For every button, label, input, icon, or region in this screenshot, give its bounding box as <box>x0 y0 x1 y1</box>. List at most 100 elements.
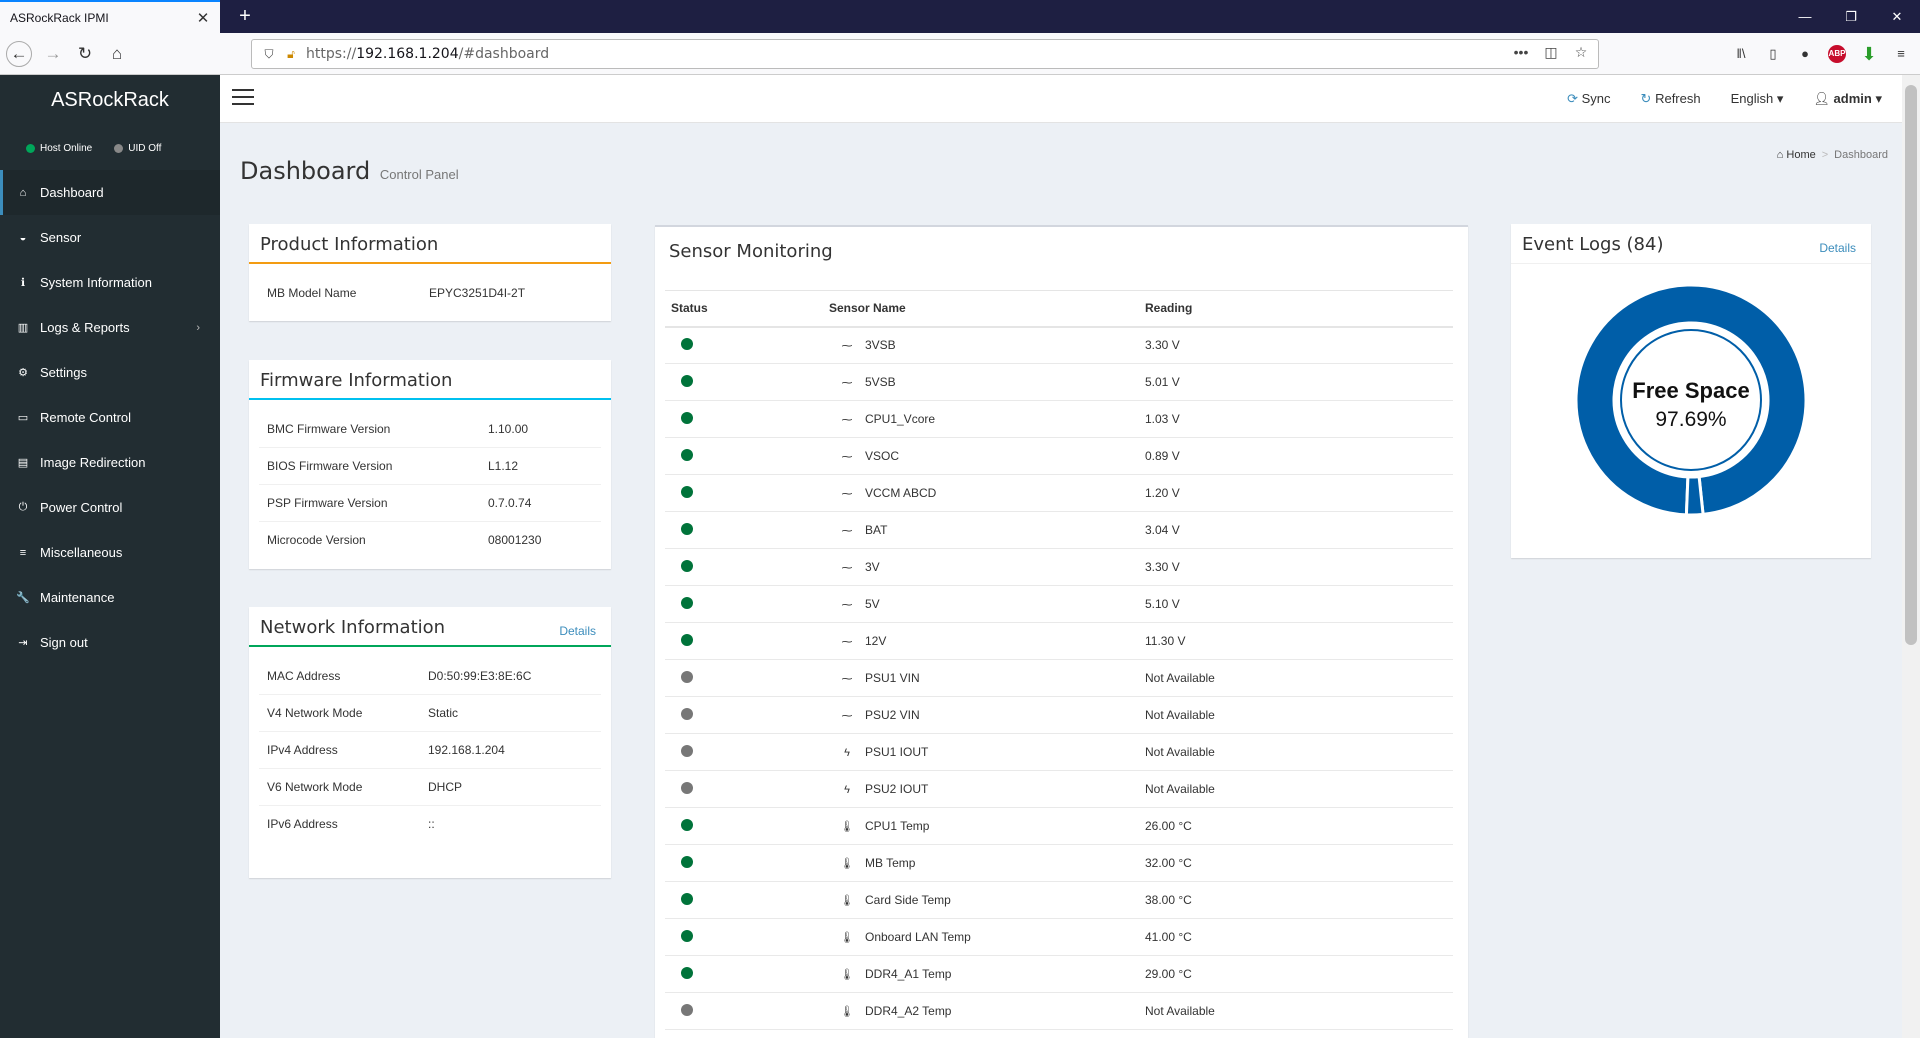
used-space-slice <box>1684 474 1705 517</box>
voltage-icon: ⁓ <box>841 673 853 685</box>
adblock-icon[interactable]: ABP <box>1828 45 1846 63</box>
thermometer-icon: 🌡︎ <box>840 858 854 870</box>
new-tab-icon[interactable]: + <box>239 5 251 27</box>
product-info-title: Product Information <box>260 234 439 255</box>
product-info-header: Product Information <box>249 224 611 264</box>
sensor-reading: Not Available <box>1139 770 1453 808</box>
sidebar-item-label: Maintenance <box>40 590 115 605</box>
network-info-box: Network Information Details MAC Address D… <box>249 607 611 878</box>
sensor-row[interactable]: ⁓ PSU1 VIN Not Available <box>665 659 1453 697</box>
sensor-status-cell <box>665 844 823 882</box>
bookmark-star-icon[interactable]: ☆ <box>1574 44 1588 60</box>
sidebar-item-power-control[interactable]: ⏻ Power Control <box>0 485 220 530</box>
close-tab-icon[interactable]: ✕ <box>196 9 210 27</box>
library-icon[interactable]: ‖\ <box>1736 46 1746 61</box>
free-space-slice <box>1574 283 1808 517</box>
page-actions-icon[interactable]: ••• <box>1513 44 1529 60</box>
power-icon: ⏻ <box>18 501 28 513</box>
pocket-icon[interactable]: ◫ <box>1544 44 1558 60</box>
sync-button[interactable]: ⟳ Sync <box>1567 91 1610 107</box>
status-dot-icon <box>681 818 693 831</box>
sensor-row[interactable]: ϟ PSU1 IOUT Not Available <box>665 733 1453 771</box>
browser-menu-icon[interactable]: ≡ <box>1897 46 1905 61</box>
voltage-icon: ⁓ <box>841 377 853 389</box>
sensor-status-cell <box>665 918 823 956</box>
sensor-row[interactable]: 🌡︎ CPU1 Temp 26.00 °C <box>665 807 1453 845</box>
sensor-name: 3VSB <box>865 338 896 353</box>
sensor-row[interactable]: ⁓ VSOC 0.89 V <box>665 437 1453 475</box>
sensor-row[interactable]: 🌡︎ DDR4_A1 Temp 29.00 °C <box>665 955 1453 993</box>
reload-icon[interactable]: ↻ <box>77 44 93 63</box>
sidebar-item-sign-out[interactable]: ⇥ Sign out <box>0 620 220 665</box>
sensor-name-cell: ⁓ VSOC <box>823 437 1139 475</box>
status-dot-icon <box>681 485 693 498</box>
sidebar-item-remote-control[interactable]: ▭ Remote Control <box>0 395 220 440</box>
sidebar-item-label: Sensor <box>40 230 82 245</box>
sidebar-item-settings[interactable]: ⚙ Settings <box>0 350 220 395</box>
account-icon[interactable]: ● <box>1801 46 1809 61</box>
refresh-icon: ↻ <box>1640 91 1652 106</box>
sensor-row[interactable]: ⁓ 3VSB 3.30 V <box>665 326 1453 364</box>
forward-icon[interactable]: → <box>44 44 62 63</box>
insecure-lock-icon[interactable]: 🔓︎ <box>287 46 295 61</box>
voltage-icon: ⁓ <box>841 525 853 537</box>
shield-icon[interactable]: ⛉ <box>264 46 274 61</box>
status-dot-icon <box>681 559 693 572</box>
sensor-row[interactable]: ⁓ BAT 3.04 V <box>665 511 1453 549</box>
sidebar-item-maintenance[interactable]: 🔧 Maintenance <box>0 575 220 620</box>
sensor-status-cell <box>665 585 823 623</box>
sensor-row[interactable]: ⁓ PSU2 VIN Not Available <box>665 696 1453 734</box>
hamburger-menu-icon[interactable] <box>232 89 254 107</box>
sidebar-item-image-redirection[interactable]: ▤ Image Redirection <box>0 440 220 485</box>
free-space-gauge: Free Space 97.69% <box>1574 283 1808 517</box>
sensor-row[interactable]: 🌡︎ DDR4_A2 Temp Not Available <box>665 992 1453 1030</box>
sensor-row[interactable]: 🌡︎ MB Temp 32.00 °C <box>665 844 1453 882</box>
restore-icon[interactable]: ❐ <box>1845 9 1857 24</box>
language-dropdown[interactable]: English ▾ <box>1731 91 1784 107</box>
breadcrumb-home-link[interactable]: ⌂ Home <box>1776 149 1816 161</box>
status-dot-icon <box>681 374 693 387</box>
sensor-row[interactable]: 🌡︎ Card Side Temp 38.00 °C <box>665 881 1453 919</box>
sidebar-item-miscellaneous[interactable]: ≡ Miscellaneous <box>0 530 220 575</box>
sidebar-item-dashboard[interactable]: ⌂ Dashboard <box>0 170 220 215</box>
sensor-row[interactable]: ⁓ 5VSB 5.01 V <box>665 363 1453 401</box>
brand-logo[interactable]: ASRockRack <box>51 89 169 111</box>
home-icon: ⌂ <box>19 186 27 199</box>
sensor-name-cell: 🌡︎ DDR4_A1 Temp <box>823 955 1139 993</box>
sensor-row[interactable]: ⁓ 3V 3.30 V <box>665 548 1453 586</box>
sensor-row[interactable]: 🌡︎ Onboard LAN Temp 41.00 °C <box>665 918 1453 956</box>
address-bar[interactable]: ⛉ 🔓︎ https://192.168.1.204/#dashboard ••… <box>251 39 1599 69</box>
wrench-icon: 🔧 <box>16 592 30 604</box>
sensor-row[interactable]: ⁓ 12V 11.30 V <box>665 622 1453 660</box>
caret-down-icon: ▾ <box>1776 91 1784 106</box>
download-icon[interactable]: ⬇ <box>1861 44 1877 64</box>
network-info-row: V6 Network Mode DHCP <box>259 768 601 805</box>
sensor-row[interactable]: ϟ PSU2 IOUT Not Available <box>665 770 1453 808</box>
browser-tab[interactable]: ASRockRack IPMI ✕ <box>0 0 220 33</box>
sensor-name: PSU1 VIN <box>865 671 920 685</box>
user-dropdown[interactable]: 👤︎ admin ▾ <box>1813 91 1882 107</box>
sensor-name: Card Side Temp <box>865 893 951 907</box>
sensor-row[interactable]: ⁓ VCCM ABCD 1.20 V <box>665 474 1453 512</box>
gauge-inner-ring <box>1620 329 1762 471</box>
sidebar-item-logs-reports[interactable]: ▥ Logs & Reports › <box>0 305 220 350</box>
hdd-icon: ▤ <box>17 457 29 469</box>
sidebar-toggle-icon[interactable]: ▯ <box>1769 46 1777 61</box>
close-window-icon[interactable]: ✕ <box>1891 9 1903 24</box>
home-browser-icon[interactable]: ⌂ <box>111 44 123 63</box>
refresh-button[interactable]: ↻ Refresh <box>1641 91 1701 107</box>
sensor-row[interactable]: ⁓ CPU1_Vcore 1.03 V <box>665 400 1453 438</box>
minimize-icon[interactable]: — <box>1798 9 1812 24</box>
event-logs-details-link[interactable]: Details <box>1819 241 1856 255</box>
voltage-icon: ⁓ <box>841 488 853 500</box>
sidebar-item-sensor[interactable]: ◒ Sensor <box>0 215 220 260</box>
network-details-link[interactable]: Details <box>559 624 596 638</box>
scrollbar-thumb[interactable] <box>1905 85 1917 645</box>
caret-down-icon: ▾ <box>1875 91 1882 106</box>
page-scrollbar[interactable] <box>1902 75 1920 1038</box>
back-icon[interactable]: ← <box>6 41 32 67</box>
voltage-icon: ⁓ <box>841 414 853 426</box>
sensor-row[interactable]: ⁓ 5V 5.10 V <box>665 585 1453 623</box>
sidebar-item-system-information[interactable]: ℹ System Information <box>0 260 220 305</box>
page-subtitle: Control Panel <box>379 167 459 182</box>
